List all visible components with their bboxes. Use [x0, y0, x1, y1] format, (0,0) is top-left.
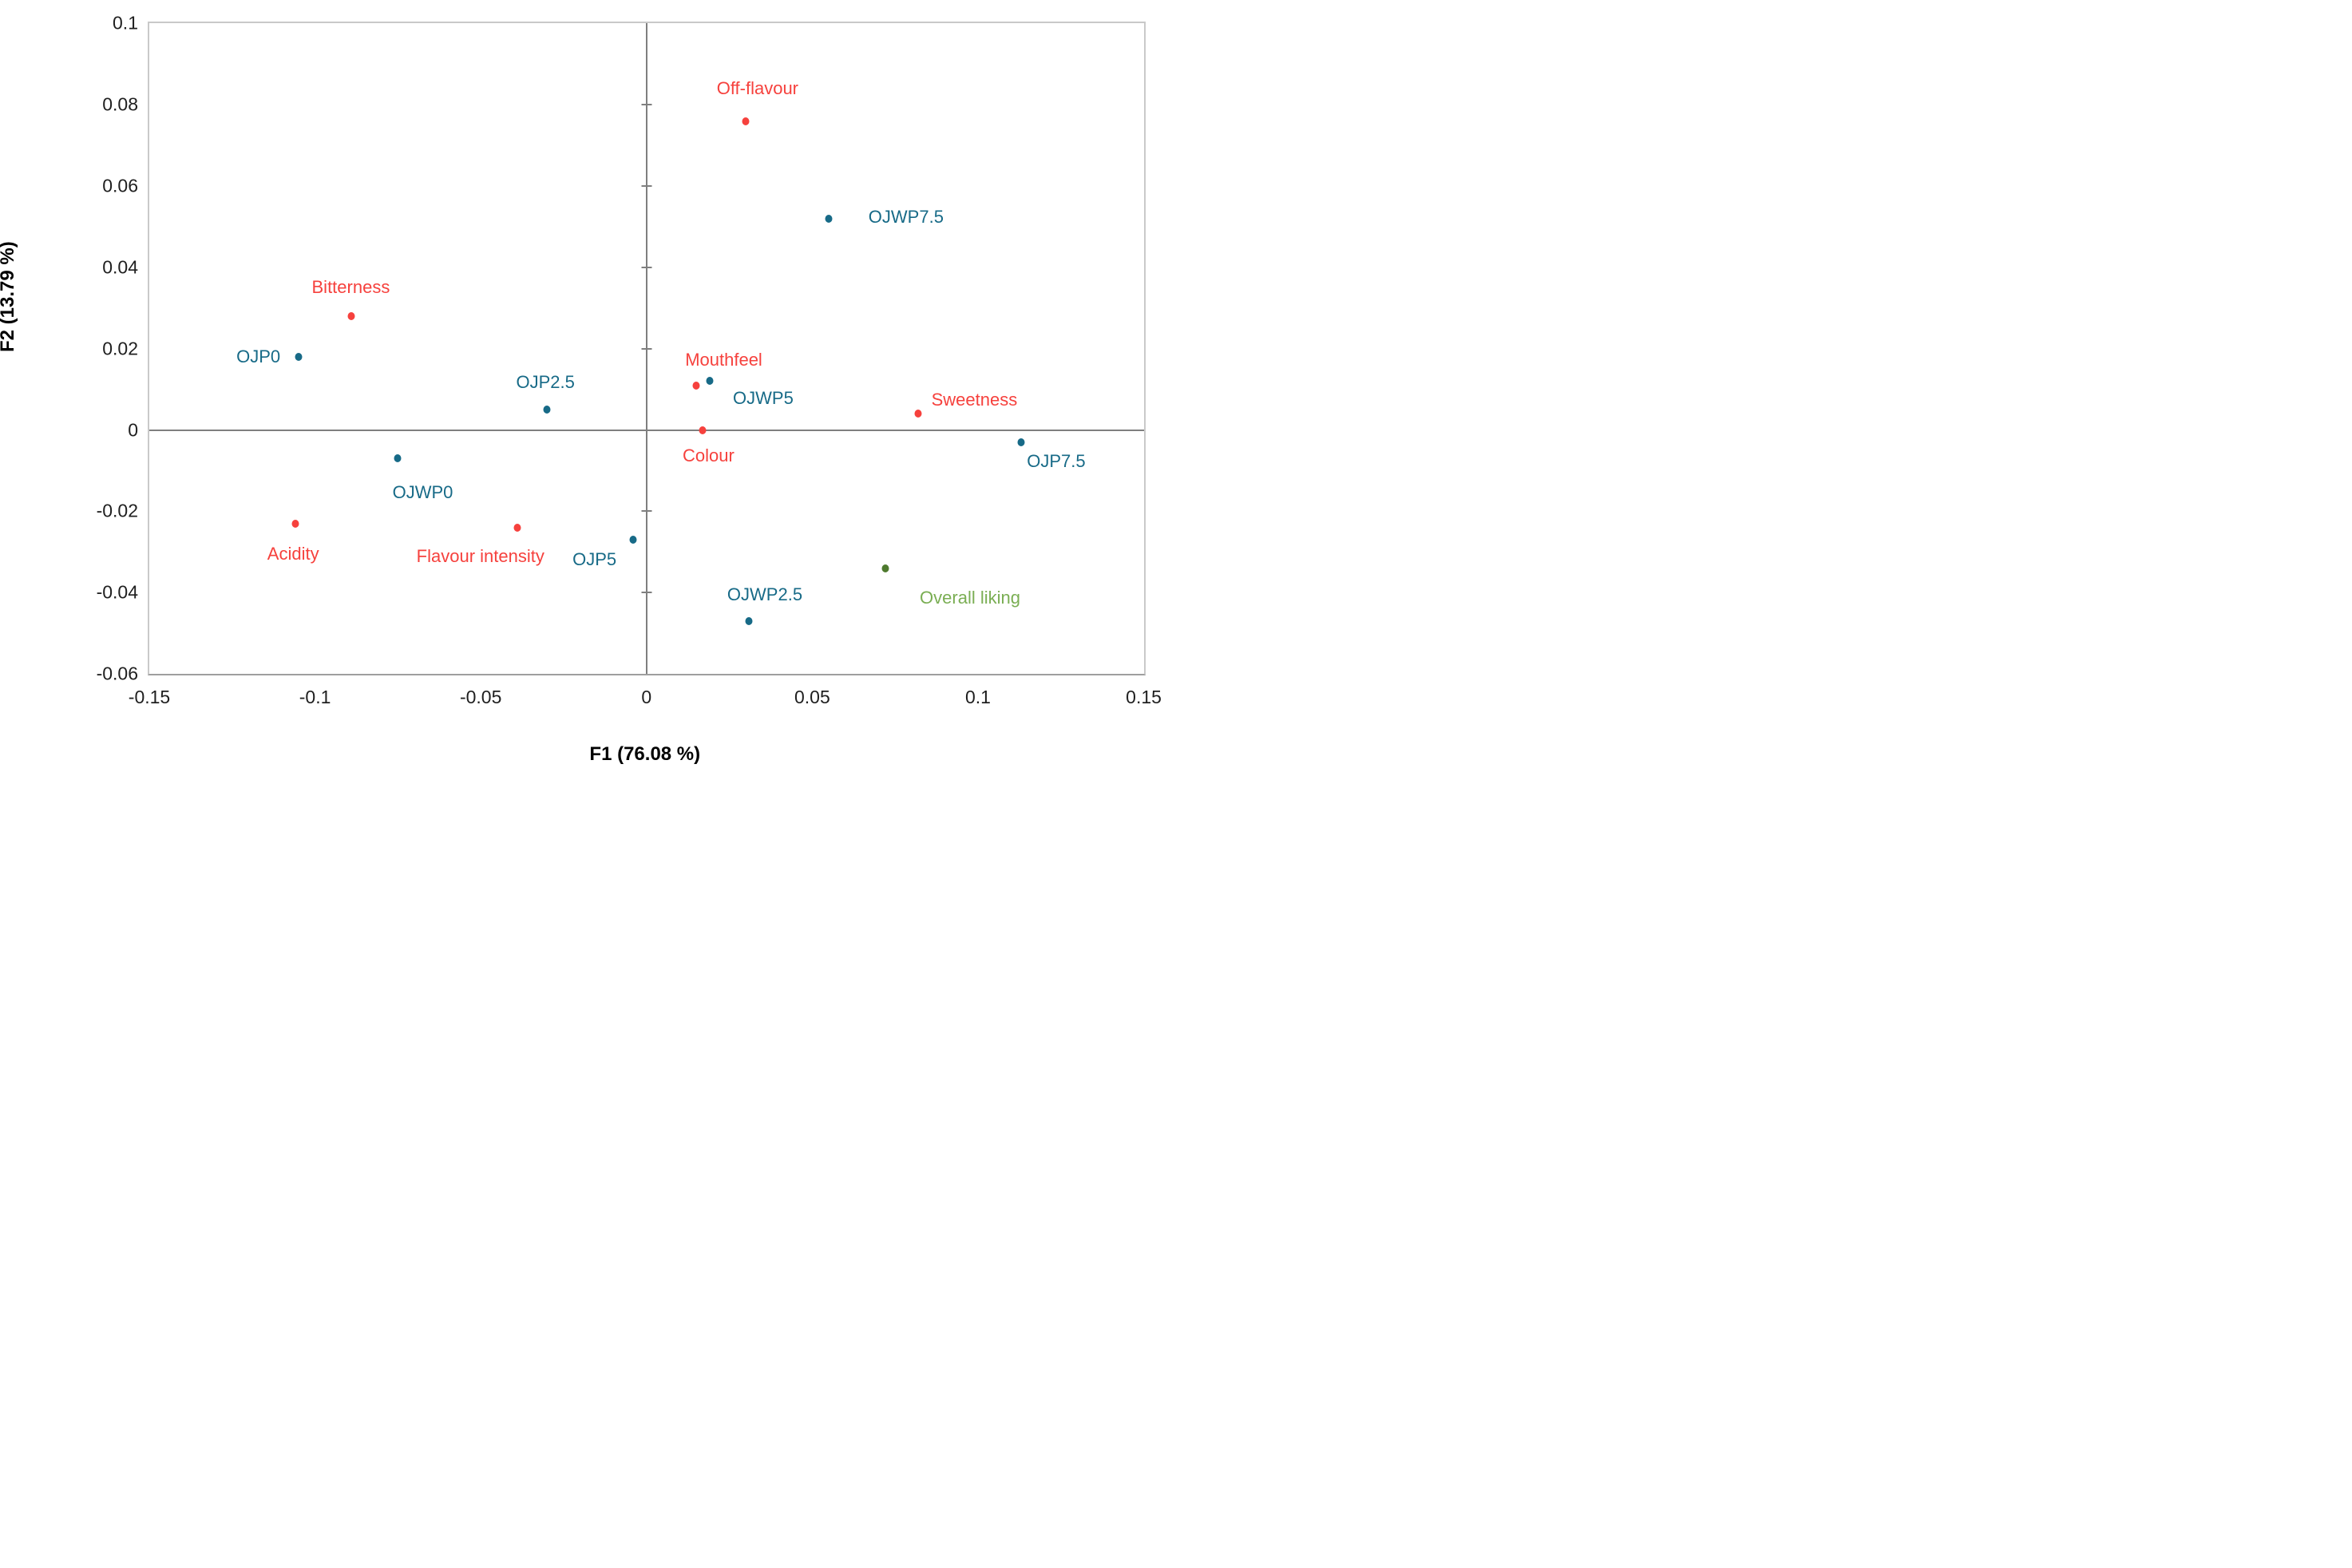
point-ojp2.5	[543, 406, 551, 414]
point-overall-liking	[881, 564, 889, 572]
point-ojp0	[295, 352, 303, 361]
point-ojwp0	[394, 454, 402, 463]
y-tick-label-0.06: 0.06	[102, 175, 138, 196]
point-label-colour: Colour	[683, 445, 735, 466]
x-tick-label--0.05: -0.05	[459, 686, 502, 707]
y-tick-label-0.02: 0.02	[102, 338, 138, 359]
point-label-ojp0: OJP0	[236, 346, 281, 366]
y-axis-tick-mark	[641, 510, 652, 513]
point-label-ojp2.5: OJP2.5	[516, 372, 575, 393]
x-tick-label-0.15: 0.15	[1126, 686, 1162, 707]
point-ojwp5	[706, 377, 714, 386]
point-ojp5	[629, 535, 637, 544]
y-tick-label--0.04: -0.04	[96, 581, 138, 603]
point-mouthfeel	[692, 381, 700, 390]
point-label-ojwp5: OJWP5	[733, 388, 794, 409]
x-tick-label-0.1: 0.1	[964, 686, 991, 707]
y-axis-tick-mark	[641, 104, 652, 106]
point-ojp7.5	[1017, 438, 1025, 446]
point-label-ojp7.5: OJP7.5	[1027, 451, 1086, 472]
x-axis-title: F1 (76.08 %)	[589, 742, 701, 765]
point-label-ojwp2.5: OJWP2.5	[727, 584, 803, 605]
point-off-flavour	[742, 117, 750, 125]
point-label-sweetness: Sweetness	[931, 389, 1018, 410]
y-axis-tick-mark	[641, 347, 652, 350]
point-flavour-intensity	[513, 523, 521, 532]
y-axis-tick-mark	[641, 185, 652, 188]
y-axis-tick-mark	[641, 592, 652, 594]
y-axis-tick-mark	[641, 266, 652, 268]
point-acidity	[291, 519, 299, 528]
pca-biplot-figure: 0.1 0.08 0.06 0.04 0.02 0 -0.02 -0.04 -0.06 -0.15…	[0, 0, 1176, 784]
point-ojwp2.5	[745, 616, 753, 625]
point-label-off-flavour: Off-flavour	[716, 77, 799, 98]
x-tick-label--0.15: -0.15	[128, 686, 171, 707]
point-ojwp7.5	[825, 214, 833, 223]
x-tick-label--0.1: -0.1	[299, 686, 331, 707]
point-label-bitterness: Bitterness	[311, 276, 390, 297]
x-tick-label-0.05: 0.05	[794, 686, 830, 707]
y-axis-title: F2 (13.79 %)	[0, 241, 18, 353]
point-label-ojwp0: OJWP0	[392, 482, 453, 503]
y-tick-label--0.02: -0.02	[96, 500, 138, 521]
y-tick-label-0.1: 0.1	[113, 12, 138, 34]
point-colour	[699, 426, 707, 434]
point-label-mouthfeel: Mouthfeel	[685, 350, 762, 370]
plot-area: 0.1 0.08 0.06 0.04 0.02 0 -0.02 -0.04 -0.06 -0.15…	[97, 13, 1162, 707]
point-label-overall-liking: Overall liking	[920, 587, 1020, 608]
x-tick-label-0: 0	[641, 686, 652, 707]
point-label-flavour-intensity: Flavour intensity	[416, 546, 544, 567]
y-tick-label-0.08: 0.08	[102, 93, 138, 115]
point-sweetness	[914, 410, 922, 418]
point-label-ojp5: OJP5	[572, 548, 617, 569]
point-label-acidity: Acidity	[267, 543, 319, 564]
y-tick-label-0.04: 0.04	[102, 256, 138, 278]
x-axis-zero-line	[149, 429, 1144, 431]
y-tick-label-0: 0	[128, 419, 138, 441]
y-tick-label--0.06: -0.06	[96, 663, 138, 684]
point-bitterness	[347, 311, 355, 320]
point-label-ojwp7.5: OJWP7.5	[868, 206, 944, 227]
